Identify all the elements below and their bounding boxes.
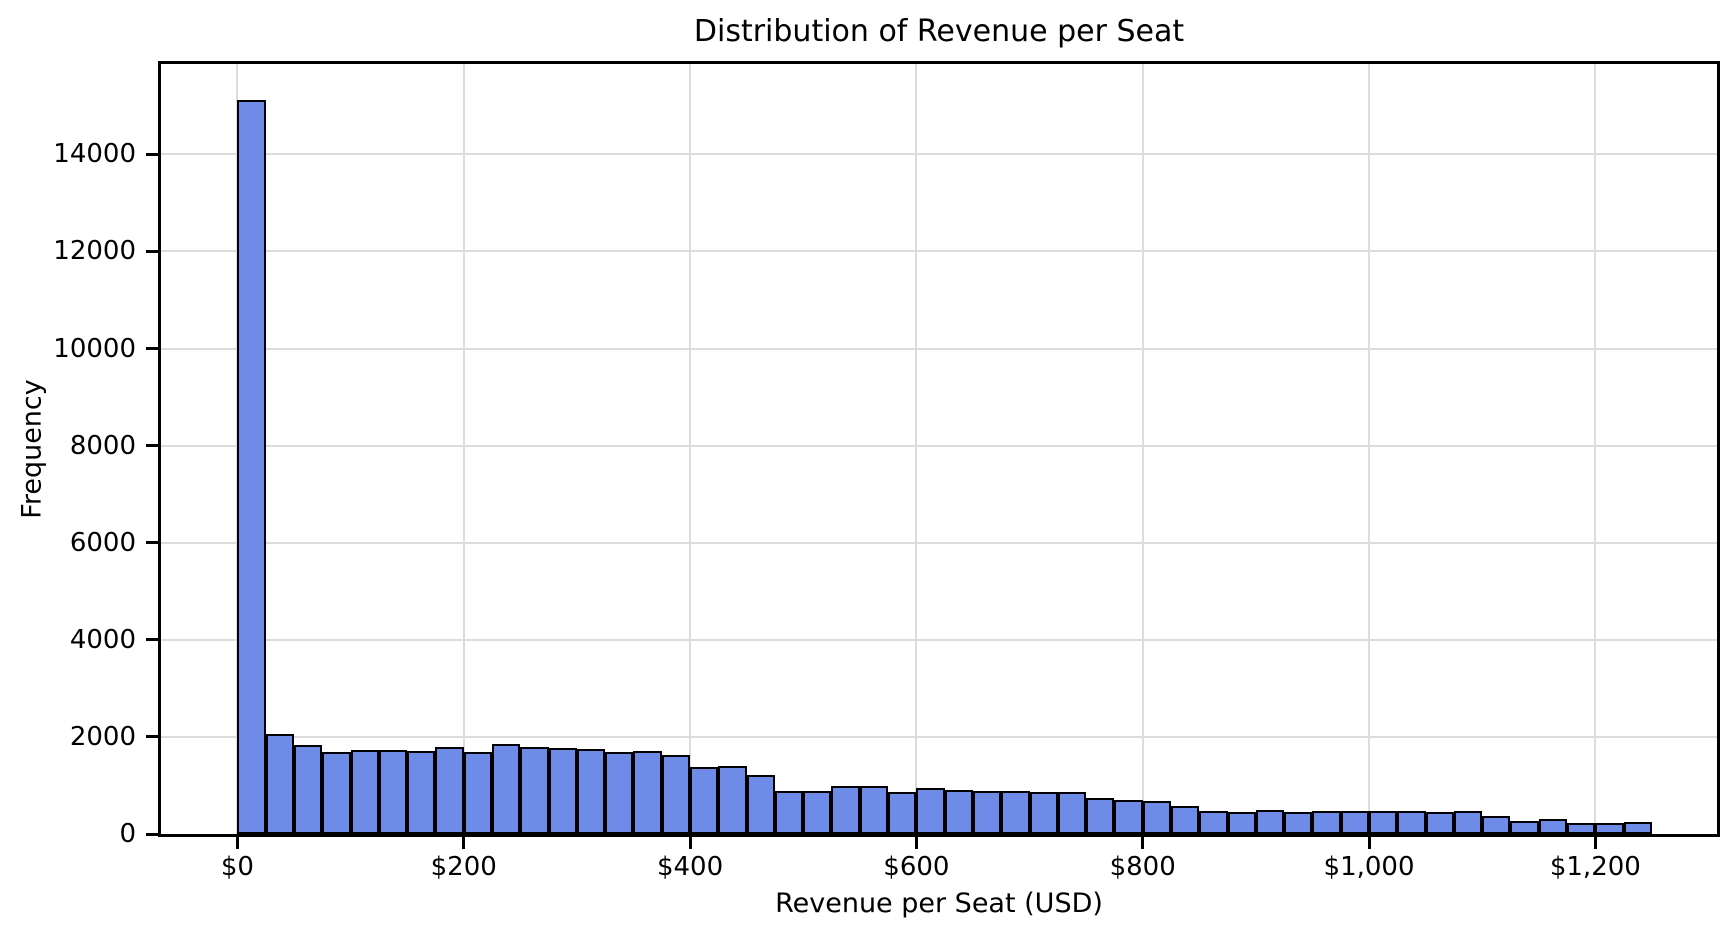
histogram-bar	[1057, 792, 1087, 834]
chart-title: Distribution of Revenue per Seat	[693, 14, 1185, 49]
histogram-bar	[435, 747, 464, 834]
histogram-bar	[831, 785, 860, 834]
y-tick-mark	[146, 249, 158, 253]
histogram-bar	[944, 789, 973, 834]
histogram-bar	[265, 733, 294, 834]
histogram-bar	[1001, 790, 1030, 834]
histogram-bar	[1199, 810, 1228, 834]
histogram-bar	[774, 790, 804, 834]
y-gridline	[161, 347, 1717, 350]
plot-area	[158, 61, 1720, 837]
histogram-bar	[463, 752, 492, 834]
histogram-bar	[859, 785, 889, 834]
y-tick-label: 6000	[69, 527, 136, 558]
histogram-bar	[1425, 811, 1454, 834]
histogram-bar	[1369, 810, 1398, 834]
histogram-bar	[1312, 811, 1341, 834]
x-tick-mark	[688, 837, 692, 849]
x-axis-label: Revenue per Seat (USD)	[775, 888, 1103, 919]
x-gridline	[689, 64, 692, 834]
histogram-bar	[293, 744, 323, 834]
y-tick-label: 10000	[53, 333, 136, 364]
histogram-bar	[237, 99, 266, 834]
y-tick-label: 0	[119, 819, 136, 849]
histogram-bar	[520, 747, 549, 834]
x-gridline	[1141, 64, 1144, 834]
histogram-bar	[1482, 816, 1511, 834]
x-tick-label: $400	[656, 852, 724, 882]
x-tick-mark	[1141, 837, 1145, 849]
y-tick-label: 8000	[69, 430, 136, 461]
histogram-bar	[1453, 811, 1483, 834]
histogram-bar	[1595, 822, 1624, 834]
x-tick-mark	[1367, 837, 1371, 849]
histogram-bar	[322, 752, 351, 834]
histogram-bar	[1142, 801, 1171, 834]
histogram-bar	[1029, 792, 1058, 834]
y-tick-mark	[146, 832, 158, 836]
histogram-bar	[548, 747, 577, 834]
x-tick-label: $0	[220, 852, 254, 882]
histogram-bar	[633, 750, 662, 834]
y-tick-mark	[146, 735, 158, 739]
x-gridline	[915, 64, 918, 834]
x-gridline	[1594, 64, 1597, 834]
histogram-bar	[576, 749, 606, 834]
y-gridline	[161, 250, 1717, 253]
x-tick-mark	[462, 837, 466, 849]
histogram-bar	[1284, 811, 1313, 834]
histogram-bar	[661, 754, 691, 834]
x-tick-mark	[235, 837, 239, 849]
histogram-bar	[1340, 811, 1369, 834]
x-tick-mark	[914, 837, 918, 849]
histogram-bar	[803, 791, 832, 834]
y-gridline	[161, 153, 1717, 156]
x-tick-label: $1,200	[1549, 852, 1641, 882]
x-tick-mark	[1593, 837, 1597, 849]
y-tick-mark	[146, 638, 158, 642]
y-gridline	[161, 541, 1717, 544]
histogram-bar	[492, 743, 521, 834]
y-tick-mark	[146, 347, 158, 350]
y-gridline	[161, 638, 1717, 641]
histogram-bar	[378, 750, 408, 834]
histogram-bar	[1623, 821, 1652, 834]
histogram-bar	[1170, 806, 1200, 834]
histogram-bar	[972, 791, 1002, 834]
y-tick-mark	[146, 541, 158, 545]
histogram-bar	[746, 774, 775, 834]
y-tick-label: 4000	[69, 624, 136, 655]
y-gridline	[161, 735, 1717, 738]
x-tick-label: $800	[1109, 852, 1176, 882]
histogram-bar	[1255, 810, 1285, 834]
x-tick-label: $1,000	[1323, 852, 1415, 882]
histogram-bar	[690, 766, 719, 834]
y-tick-label: 2000	[69, 721, 136, 752]
y-tick-mark	[146, 152, 158, 156]
histogram-bar	[916, 787, 945, 834]
histogram-bar	[718, 766, 747, 834]
histogram-bar	[350, 750, 379, 834]
y-tick-label: 12000	[53, 236, 136, 267]
x-gridline	[462, 64, 465, 834]
histogram-bar	[1567, 822, 1596, 834]
histogram-bar	[1510, 821, 1539, 834]
histogram-bar	[888, 792, 917, 834]
histogram-bar	[1114, 799, 1143, 834]
y-tick-mark	[146, 444, 158, 448]
histogram-bar	[407, 751, 436, 834]
histogram-bar	[1086, 798, 1115, 834]
histogram-bar	[1538, 818, 1568, 834]
y-gridline	[161, 444, 1717, 447]
y-tick-label: 14000	[53, 139, 136, 170]
x-gridline	[1368, 64, 1371, 834]
x-tick-label: $200	[430, 852, 497, 882]
histogram-bar	[1227, 812, 1256, 834]
histogram-bar	[605, 752, 634, 834]
x-tick-label: $600	[883, 852, 950, 882]
histogram-bar	[1397, 810, 1426, 834]
